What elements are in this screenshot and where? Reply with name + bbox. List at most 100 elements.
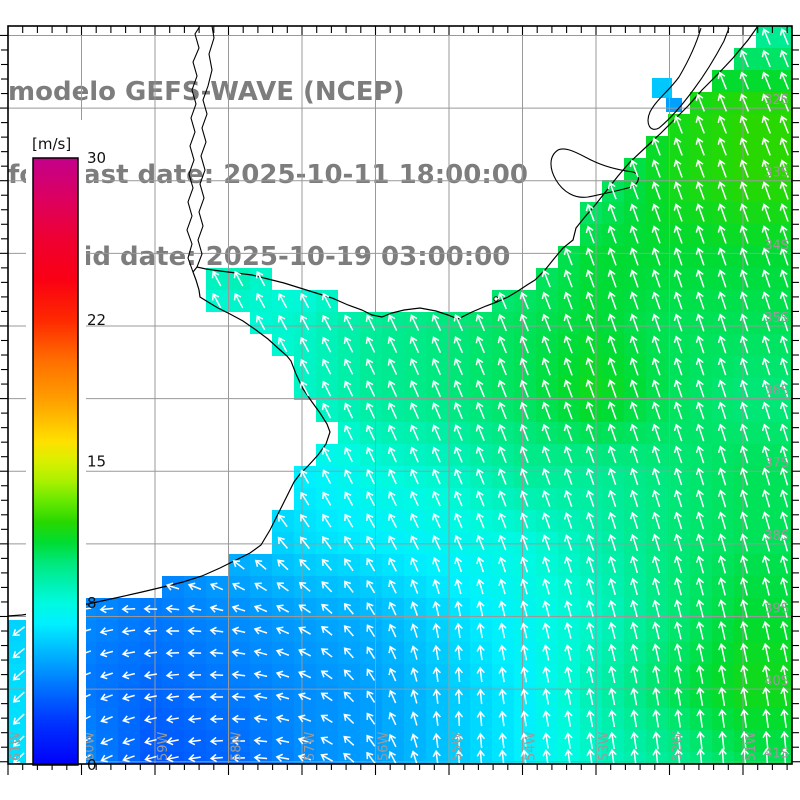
wind-arrow-icon [761, 335, 771, 354]
wind-arrow-icon [121, 693, 135, 702]
wind-arrow-icon [387, 490, 398, 507]
wind-arrow-icon [630, 643, 639, 662]
wind-arrow-icon [779, 115, 790, 134]
colorbar-tick-label: 30 [87, 149, 106, 167]
wind-arrow-icon [454, 556, 463, 573]
wind-arrow-icon [121, 649, 136, 658]
wind-arrow-icon [542, 666, 551, 683]
wind-arrow-icon [739, 71, 750, 90]
wind-arrow-icon [629, 555, 639, 574]
wind-arrow-icon [388, 711, 397, 726]
wind-arrow-icon [432, 710, 441, 726]
wind-arrow-icon [231, 648, 246, 657]
wind-arrow-icon [563, 401, 573, 420]
wind-arrow-icon [498, 710, 507, 727]
wind-arrow-icon [779, 489, 789, 508]
wind-arrow-icon [410, 689, 419, 704]
wind-arrow-icon [299, 380, 310, 397]
wind-arrow-icon [99, 604, 114, 614]
wind-arrow-icon [187, 692, 202, 702]
wind-arrow-icon [651, 379, 661, 398]
wind-arrow-icon [607, 181, 617, 200]
wind-arrow-icon [674, 643, 683, 662]
wind-arrow-icon [122, 715, 135, 724]
wind-arrow-icon [476, 710, 485, 727]
wind-arrow-icon [673, 599, 683, 618]
wind-arrow-icon [498, 534, 507, 551]
wind-arrow-icon [297, 692, 312, 701]
wind-arrow-icon [520, 556, 529, 573]
wind-arrow-icon [607, 335, 617, 354]
wind-arrow-icon [255, 314, 266, 331]
wind-arrow-icon [762, 664, 771, 684]
wind-arrow-icon [365, 424, 376, 441]
wind-arrow-icon [388, 557, 397, 572]
wind-arrow-icon [629, 181, 639, 200]
wind-arrow-icon [695, 181, 705, 200]
wind-arrow-icon [780, 686, 789, 707]
wind-arrow-icon [100, 754, 113, 763]
colorbar-tick-label: 8 [87, 594, 97, 612]
wind-arrow-icon [629, 467, 639, 486]
wind-arrow-icon [99, 649, 114, 658]
wind-arrow-icon [275, 626, 290, 635]
wind-arrow-icon [779, 28, 789, 45]
wind-arrow-icon [607, 489, 617, 508]
wind-arrow-icon [542, 688, 551, 705]
wind-arrow-icon [761, 247, 771, 266]
wind-arrow-icon [233, 270, 244, 287]
wind-arrow-icon [651, 313, 661, 332]
wind-arrow-icon [253, 670, 268, 679]
wind-arrow-icon [387, 446, 397, 463]
wind-arrow-icon [779, 620, 789, 640]
wind-arrow-icon [739, 401, 749, 420]
wind-arrow-icon [651, 423, 661, 442]
wind-arrow-icon [717, 269, 727, 288]
wind-arrow-icon [586, 622, 595, 639]
wind-arrow-icon [299, 536, 310, 550]
wind-arrow-icon [563, 357, 573, 376]
wind-arrow-icon [607, 313, 617, 332]
wind-arrow-icon [564, 556, 573, 573]
longitude-label: 60W [83, 731, 98, 761]
wind-arrow-icon [629, 269, 639, 288]
wind-arrow-icon [388, 733, 397, 748]
wind-arrow-icon [717, 401, 727, 420]
wind-arrow-icon [165, 604, 180, 614]
wind-arrow-icon [718, 686, 727, 706]
wind-arrow-icon [762, 642, 771, 662]
longitude-label: 56W [377, 731, 392, 761]
wind-arrow-icon [717, 599, 727, 618]
wind-arrow-icon [761, 511, 771, 530]
wind-arrow-icon [343, 602, 354, 615]
wind-arrow-icon [673, 357, 683, 376]
wind-arrow-icon [563, 313, 573, 332]
wind-arrow-icon [365, 380, 376, 397]
wind-arrow-icon [321, 336, 332, 353]
wind-arrow-icon [322, 513, 332, 528]
wind-arrow-icon [717, 511, 727, 530]
wind-arrow-icon [476, 749, 486, 764]
wind-arrow-icon [321, 380, 332, 397]
wind-arrow-icon [695, 423, 705, 442]
wind-arrow-icon [608, 621, 617, 640]
wind-arrow-icon [344, 513, 354, 528]
wind-arrow-icon [739, 93, 750, 112]
wind-arrow-icon [322, 491, 332, 506]
latitude-label: 40S [764, 674, 789, 689]
wind-arrow-icon [607, 247, 617, 266]
wind-arrow-icon [607, 291, 617, 310]
wind-arrow-icon [343, 446, 354, 463]
wind-arrow-icon [144, 715, 157, 724]
wind-arrow-icon [717, 71, 728, 90]
latitude-label: 37S [764, 456, 789, 471]
wind-arrow-icon [541, 291, 551, 310]
wind-arrow-icon [651, 203, 661, 222]
wind-arrow-icon [718, 664, 727, 684]
wind-arrow-icon [320, 692, 333, 702]
wind-arrow-icon [585, 225, 595, 244]
wind-arrow-icon [761, 467, 771, 486]
wind-arrow-icon [652, 687, 661, 706]
wind-arrow-icon [344, 558, 354, 572]
latitude-label: 41S [764, 747, 789, 762]
